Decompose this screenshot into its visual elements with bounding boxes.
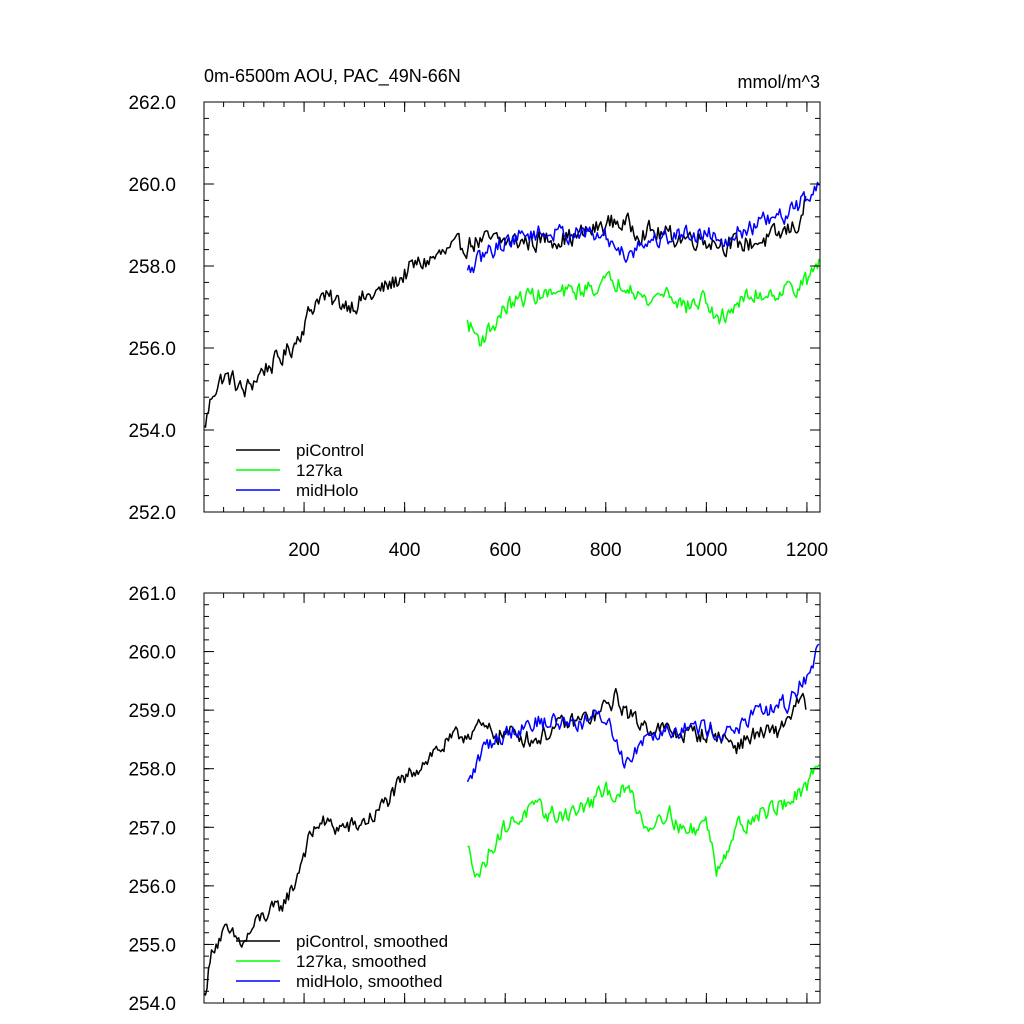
chart-top-frame bbox=[203, 101, 821, 513]
y-tick-label: 254.0 bbox=[128, 994, 176, 1015]
y-tick-label: 259.0 bbox=[128, 701, 176, 722]
series-line-127ka bbox=[466, 258, 820, 347]
y-tick-label: 256.0 bbox=[128, 877, 176, 898]
legend-label-midholo: midHolo bbox=[296, 481, 358, 500]
x-tick-label: 800 bbox=[590, 540, 622, 561]
legend-label-picontrol: piControl bbox=[296, 441, 364, 460]
x-tick-label: 1200 bbox=[786, 540, 828, 561]
series-line-midholo bbox=[466, 181, 820, 274]
chart-top-title: 0m-6500m AOU, PAC_49N-66N bbox=[204, 66, 461, 87]
x-tick-label: 600 bbox=[489, 540, 521, 561]
y-tick-label: 258.0 bbox=[128, 257, 176, 278]
chart-top-ticks: 252.0 254.0 256.0 258.0 260.0 262.0 200 400 600 8… bbox=[128, 93, 828, 561]
chart-bottom-series bbox=[203, 643, 820, 996]
legend-label-127ka: 127ka bbox=[296, 461, 343, 480]
x-tick-label: 1000 bbox=[685, 540, 727, 561]
chart-top-series bbox=[203, 181, 820, 428]
y-tick-label: 261.0 bbox=[128, 584, 176, 605]
y-tick-label: 260.0 bbox=[128, 175, 176, 196]
legend-label-midholo-smoothed: midHolo, smoothed bbox=[296, 972, 442, 991]
x-tick-label: 400 bbox=[389, 540, 421, 561]
legend-label-picontrol-smoothed: piControl, smoothed bbox=[296, 932, 448, 951]
chart-top-units: mmol/m^3 bbox=[738, 72, 820, 92]
chart-bottom: 254.0 255.0 256.0 257.0 258.0 259.0 260.0 261.0… bbox=[128, 584, 821, 1015]
y-tick-label: 256.0 bbox=[128, 339, 176, 360]
y-tick-label: 254.0 bbox=[128, 421, 176, 442]
chart-top: 0m-6500m AOU, PAC_49N-66N mmol/m^3 252.0… bbox=[128, 66, 828, 561]
y-tick-label: 260.0 bbox=[128, 643, 176, 664]
y-tick-label: 255.0 bbox=[128, 935, 176, 956]
y-tick-label: 252.0 bbox=[128, 503, 176, 524]
chart-bottom-ticks: 254.0 255.0 256.0 257.0 258.0 259.0 260.0 261.0 bbox=[128, 584, 820, 1015]
y-tick-label: 257.0 bbox=[128, 818, 176, 839]
chart-bottom-legend: piControl, smoothed 127ka, smoothed midH… bbox=[236, 932, 448, 991]
y-tick-label: 258.0 bbox=[128, 760, 176, 781]
series-line-midholo-smoothed bbox=[466, 643, 820, 783]
legend-label-127ka-smoothed: 127ka, smoothed bbox=[296, 952, 426, 971]
x-tick-label: 200 bbox=[288, 540, 320, 561]
chart-bottom-frame bbox=[203, 592, 821, 1004]
chart-top-legend: piControl 127ka midHolo bbox=[236, 441, 364, 500]
y-tick-label: 262.0 bbox=[128, 93, 176, 114]
series-line-127ka-smoothed bbox=[467, 764, 820, 878]
